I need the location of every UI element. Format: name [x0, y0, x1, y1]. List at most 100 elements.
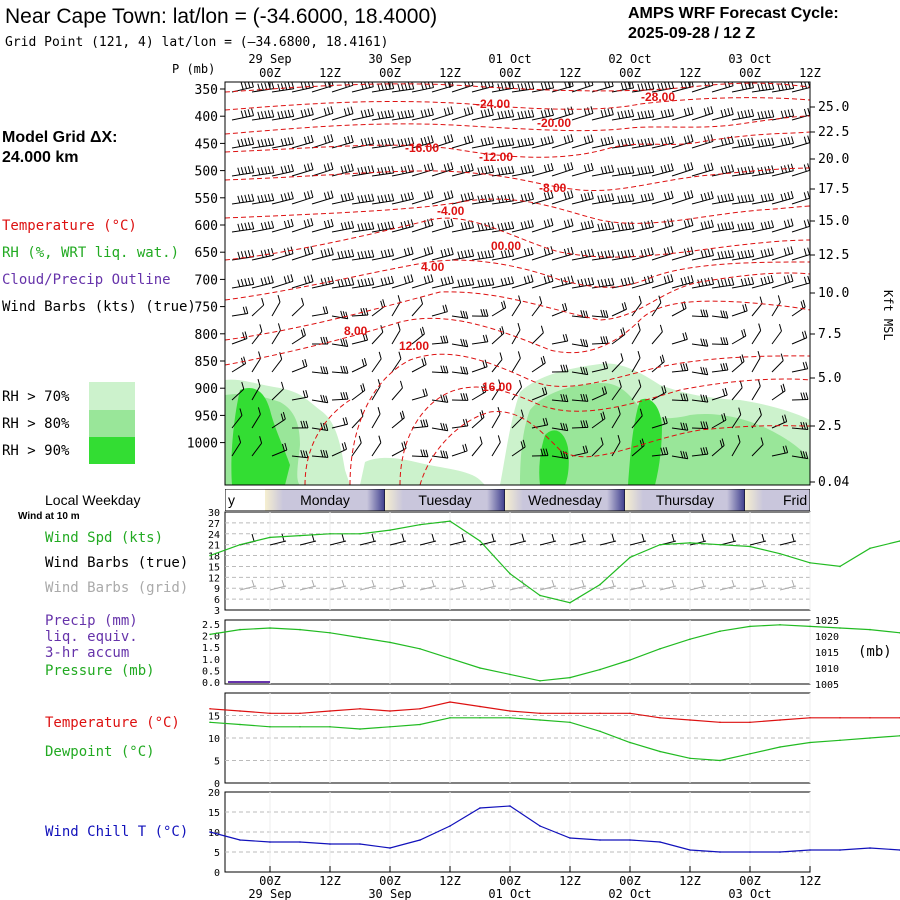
barb-flag — [771, 82, 775, 90]
wind-barb — [511, 274, 534, 289]
barb-flag — [251, 137, 255, 145]
barb-flag — [507, 194, 511, 202]
barb-flag — [779, 323, 782, 332]
barb-flag — [600, 194, 604, 203]
barb-flag — [305, 390, 309, 398]
barb-flag — [703, 192, 707, 201]
barb-flag — [783, 192, 787, 201]
barb-flag — [387, 221, 391, 229]
barb-flag — [324, 249, 327, 257]
wind-barb — [791, 330, 808, 345]
barb-flag — [567, 107, 571, 115]
barb-staff — [511, 386, 522, 401]
wind-barb — [531, 325, 544, 345]
barb-flag — [424, 388, 428, 396]
wind-barb — [431, 247, 454, 261]
barb-flag — [360, 110, 364, 118]
barb-flag — [457, 279, 461, 287]
barb-flag — [624, 222, 628, 230]
barb-flag — [480, 279, 484, 287]
wind-barb — [731, 303, 748, 317]
barb-staff — [812, 400, 828, 403]
wind-barb — [671, 332, 688, 345]
wind-barb — [251, 165, 275, 177]
barb-flag — [401, 442, 405, 450]
barb-flag — [464, 443, 468, 452]
barb-flag — [758, 323, 762, 331]
barb-flag — [447, 248, 451, 256]
wind-barb — [231, 277, 255, 289]
barb-flag — [723, 109, 727, 117]
barb-flag — [700, 309, 704, 317]
barb-flag — [463, 165, 467, 173]
barb-flag — [680, 450, 684, 459]
barb-flag — [721, 414, 725, 422]
contour-label: -20.00 — [537, 116, 571, 130]
wind-barb — [511, 409, 524, 429]
wind-barb — [711, 82, 734, 93]
wind-barb — [231, 193, 255, 205]
barb-flag — [760, 250, 764, 258]
barb-staff — [531, 393, 547, 401]
wind-barb — [631, 165, 655, 177]
barb-flag — [651, 109, 655, 118]
barb-flag — [640, 194, 644, 202]
wind-barb — [311, 106, 334, 121]
barb-flag — [584, 193, 587, 201]
barb-staff — [691, 140, 714, 149]
wind-barb — [411, 419, 429, 429]
wind-barb-grid — [269, 585, 287, 591]
wind-barb — [451, 338, 469, 348]
barb-staff — [812, 344, 828, 346]
barb-flag — [264, 277, 267, 285]
barb-flag — [687, 191, 691, 199]
barb-flag — [504, 138, 508, 147]
barb-flag — [310, 246, 314, 254]
barb-flag — [480, 138, 484, 146]
barb-flag — [740, 82, 744, 90]
barb-flag — [751, 221, 755, 229]
barb-flag — [685, 451, 689, 459]
wind-barb — [431, 218, 454, 233]
wind-barb — [271, 164, 294, 177]
barb-flag — [617, 407, 621, 415]
wind-speed-line-point — [239, 543, 241, 546]
barb-flag — [821, 279, 823, 286]
wind-barb — [691, 219, 714, 233]
pressure-tick-label: 1025 — [815, 616, 839, 627]
barb-flag — [720, 138, 724, 146]
barb-flag — [462, 339, 466, 347]
barb-flag — [377, 111, 381, 119]
barb-flag — [497, 223, 501, 231]
rh-shading — [225, 363, 810, 485]
barb-flag — [430, 246, 434, 254]
kft-tick-label: 15.0 — [818, 214, 849, 229]
barb-flag — [251, 221, 255, 230]
barb-flag — [464, 82, 467, 88]
dewpoint-line-point — [299, 725, 301, 728]
wind-barb-true — [569, 540, 587, 546]
barb-flag — [547, 191, 551, 199]
temperature-line-point — [839, 716, 841, 719]
barb-staff — [371, 305, 386, 317]
barb-flag — [724, 278, 728, 287]
barb-flag — [471, 82, 474, 86]
barb-staff — [271, 358, 283, 373]
barb-flag — [251, 82, 254, 88]
wind-barb — [671, 422, 689, 431]
wind-barb — [231, 221, 255, 233]
barb-flag — [442, 394, 446, 403]
wind-barb-grid-flag — [671, 579, 675, 587]
barb-flag — [284, 193, 287, 201]
barb-staff — [411, 280, 434, 289]
wind-barb-true-flag — [461, 533, 465, 542]
barb-flag — [340, 250, 344, 259]
barb-flag — [507, 249, 511, 257]
barb-flag — [320, 449, 324, 458]
temperature-line-point — [659, 716, 661, 719]
barb-flag — [380, 300, 384, 308]
barb-staff — [311, 312, 328, 317]
wind-chill-line-point — [719, 851, 721, 853]
barb-flag — [667, 219, 671, 227]
barb-flag — [767, 220, 771, 229]
